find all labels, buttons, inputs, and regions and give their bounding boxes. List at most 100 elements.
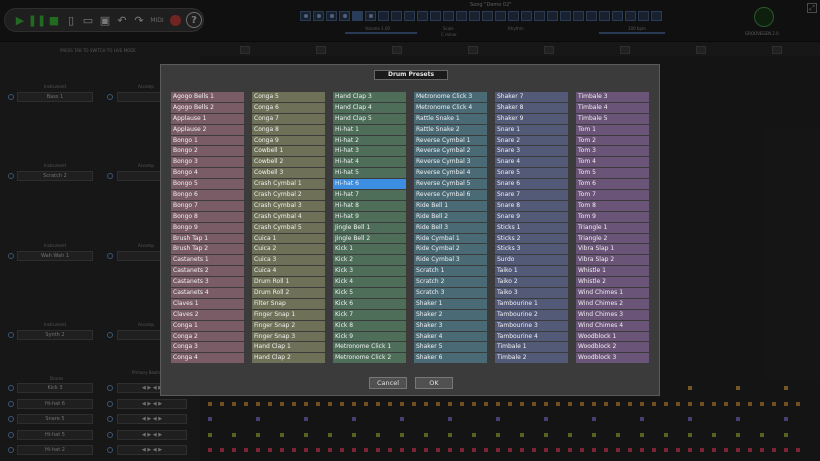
note-cell[interactable]: [316, 401, 320, 406]
note-cell[interactable]: [784, 401, 788, 406]
note-cell[interactable]: [508, 448, 512, 452]
note-cell[interactable]: [424, 448, 428, 452]
note-cell[interactable]: [796, 448, 800, 452]
preset-item[interactable]: Conga 3: [171, 342, 244, 353]
preset-item[interactable]: Filter Snap: [252, 298, 325, 309]
preset-item[interactable]: Hand Clap 3: [333, 92, 406, 102]
preset-item[interactable]: Bongo 7: [171, 200, 244, 211]
power-icon[interactable]: [8, 385, 14, 391]
note-cell[interactable]: [724, 448, 728, 452]
preset-item[interactable]: Snare 8: [495, 200, 568, 211]
preset-item[interactable]: Kick 9: [333, 331, 406, 342]
preset-item[interactable]: Finger Snap 1: [252, 309, 325, 320]
preset-item[interactable]: Cowbell 3: [252, 168, 325, 179]
column-marker[interactable]: [468, 46, 478, 54]
note-cell[interactable]: [412, 401, 416, 406]
note-cell[interactable]: [256, 417, 260, 421]
pattern-step[interactable]: [599, 11, 610, 21]
note-cell[interactable]: [268, 448, 272, 452]
preset-item[interactable]: Snare 9: [495, 211, 568, 222]
note-cell[interactable]: [424, 432, 428, 437]
preset-item[interactable]: Crash Cymbal 2: [252, 190, 325, 200]
power-icon[interactable]: [107, 332, 113, 338]
note-cell[interactable]: [448, 448, 452, 452]
instrument-selector[interactable]: Bass 1: [17, 92, 93, 102]
preset-item[interactable]: Timbale 5: [576, 113, 649, 124]
note-cell[interactable]: [340, 448, 344, 452]
preset-item[interactable]: Cuica 1: [252, 233, 325, 244]
pattern-step[interactable]: [625, 11, 636, 21]
column-marker[interactable]: [696, 46, 706, 54]
preset-item[interactable]: Kick 4: [333, 277, 406, 288]
preset-item[interactable]: Tambourine 4: [495, 331, 568, 342]
drum-selector[interactable]: Hi-hat 2: [17, 445, 93, 455]
preset-item[interactable]: Tom 3: [576, 146, 649, 157]
preset-item[interactable]: Shaker 1: [414, 298, 487, 309]
pattern-step[interactable]: [521, 11, 532, 21]
preset-item[interactable]: Drum Roll 2: [252, 288, 325, 298]
note-cell[interactable]: [604, 401, 608, 406]
note-cell[interactable]: [532, 448, 536, 452]
note-cell[interactable]: [640, 432, 644, 437]
column-marker[interactable]: [392, 46, 402, 54]
pattern-step[interactable]: [300, 11, 311, 21]
power-icon[interactable]: [8, 400, 14, 407]
redo-icon[interactable]: ↷: [134, 13, 144, 27]
preset-item[interactable]: Wind Chimes 3: [576, 309, 649, 320]
pattern-step[interactable]: [352, 11, 363, 21]
note-cell[interactable]: [628, 401, 632, 406]
preset-item[interactable]: Ride Cymbal 3: [414, 255, 487, 266]
note-cell[interactable]: [208, 401, 212, 406]
note-cell[interactable]: [760, 401, 764, 406]
preset-item[interactable]: Cowbell 1: [252, 146, 325, 157]
note-cell[interactable]: [244, 401, 248, 406]
note-cell[interactable]: [508, 401, 512, 406]
preset-item[interactable]: Hi-hat 5: [333, 168, 406, 179]
pattern-step[interactable]: [612, 11, 623, 21]
preset-item[interactable]: Shaker 7: [495, 92, 568, 102]
pattern-step[interactable]: [508, 11, 519, 21]
note-cell[interactable]: [640, 401, 644, 406]
preset-item[interactable]: Woodblock 2: [576, 342, 649, 353]
note-cell[interactable]: [448, 417, 452, 421]
pattern-step[interactable]: [638, 11, 649, 21]
note-cell[interactable]: [664, 432, 668, 437]
note-cell[interactable]: [568, 401, 572, 406]
note-cell[interactable]: [520, 401, 524, 406]
preset-item[interactable]: Drum Roll 1: [252, 277, 325, 288]
note-cell[interactable]: [304, 448, 308, 452]
preset-item[interactable]: Reverse Cymbal 1: [414, 135, 487, 146]
note-cell[interactable]: [436, 401, 440, 406]
preset-item[interactable]: Kick 1: [333, 244, 406, 255]
pattern-step[interactable]: [651, 11, 662, 21]
note-cell[interactable]: [256, 432, 260, 437]
note-cell[interactable]: [748, 401, 752, 406]
preset-item[interactable]: Snare 4: [495, 157, 568, 168]
power-icon[interactable]: [107, 385, 113, 391]
note-cell[interactable]: [796, 401, 800, 406]
save-icon[interactable]: ▣: [99, 13, 111, 27]
note-cell[interactable]: [364, 401, 368, 406]
power-icon[interactable]: [107, 416, 113, 422]
note-cell[interactable]: [496, 417, 500, 421]
preset-item[interactable]: Snare 1: [495, 124, 568, 135]
preset-item[interactable]: Hand Clap 5: [333, 113, 406, 124]
preset-item[interactable]: Finger Snap 3: [252, 331, 325, 342]
preset-item[interactable]: Whistle 2: [576, 277, 649, 288]
note-cell[interactable]: [388, 448, 392, 452]
pattern-step[interactable]: [495, 11, 506, 21]
preset-item[interactable]: Sticks 3: [495, 244, 568, 255]
note-cell[interactable]: [580, 448, 584, 452]
preset-item[interactable]: Snare 2: [495, 135, 568, 146]
preset-item[interactable]: Tom 5: [576, 168, 649, 179]
note-cell[interactable]: [364, 448, 368, 452]
scale-value[interactable]: C minor: [441, 32, 457, 37]
note-cell[interactable]: [280, 448, 284, 452]
preset-item[interactable]: Applause 1: [171, 113, 244, 124]
preset-item[interactable]: Conga 5: [252, 92, 325, 102]
preset-item[interactable]: Cuica 4: [252, 266, 325, 277]
preset-item[interactable]: Hi-hat 2: [333, 135, 406, 146]
note-cell[interactable]: [544, 448, 548, 452]
preset-item[interactable]: Jingle Bell 1: [333, 222, 406, 233]
preset-item[interactable]: Tom 9: [576, 211, 649, 222]
